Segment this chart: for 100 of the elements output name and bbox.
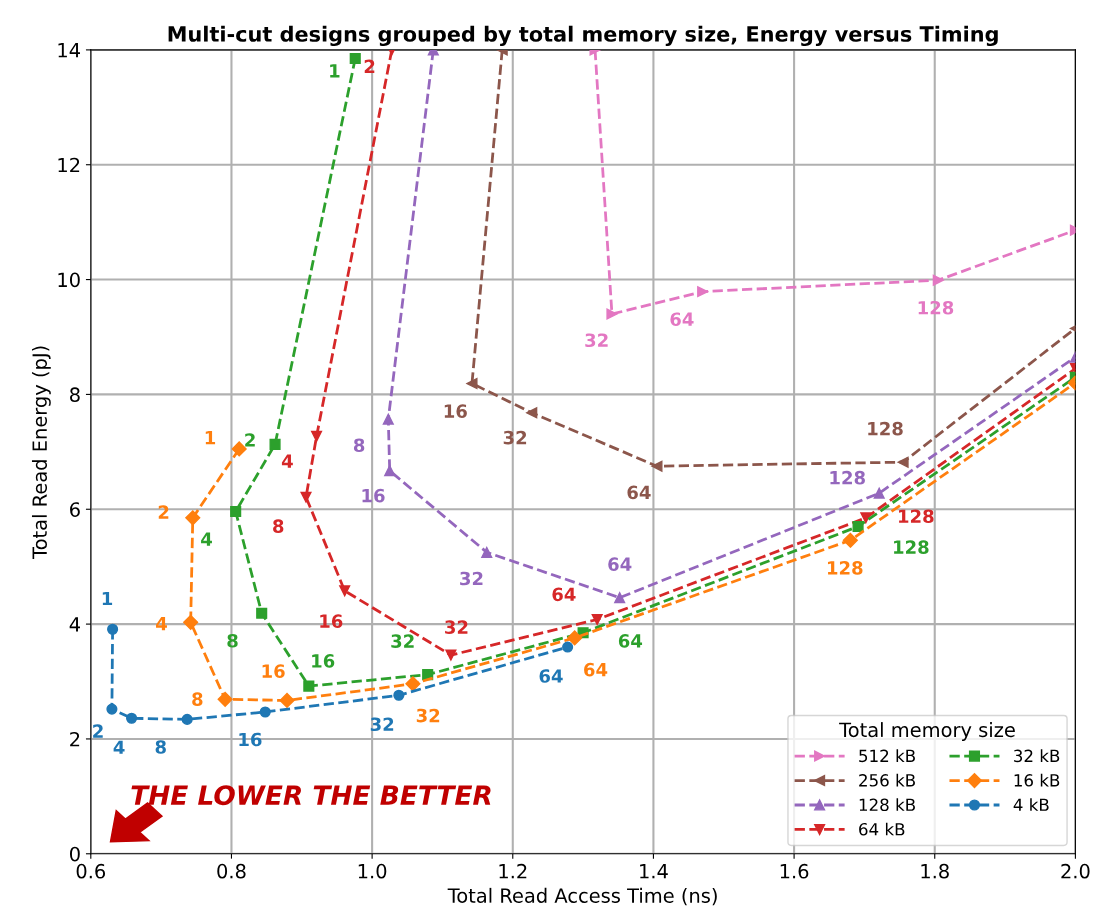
annotation: 16: [262, 664, 285, 678]
annotation: 4: [201, 532, 212, 546]
point: [873, 487, 885, 499]
point: [269, 438, 281, 450]
annotation: 64: [627, 485, 651, 500]
point: [339, 585, 351, 597]
annotation: 16: [239, 732, 262, 747]
point: [231, 441, 247, 457]
legend-label: 4 kB: [1013, 798, 1049, 811]
point: [651, 460, 663, 472]
point: [591, 613, 603, 626]
point: [256, 607, 268, 619]
point: [393, 689, 405, 701]
point: [481, 546, 493, 558]
x-axis-title: Total Read Access Time (ns): [447, 887, 717, 906]
annotation: 2: [364, 59, 375, 73]
point: [897, 456, 909, 468]
point: [185, 510, 201, 526]
x-tick-label: 1.6: [780, 863, 809, 879]
annotation: 32: [445, 620, 468, 634]
point: [384, 465, 396, 477]
annotation: 128: [830, 470, 865, 485]
annotation: 128: [868, 421, 903, 436]
point: [300, 491, 312, 503]
y-axis-title: Total Read Energy (pJ): [31, 346, 51, 559]
annotation: 1: [205, 431, 216, 445]
point: [181, 713, 193, 725]
point: [466, 377, 478, 390]
annotation: 64: [670, 312, 694, 327]
annotation: 64: [618, 634, 643, 648]
annotation: 4: [156, 616, 167, 631]
y-tick-label: 8: [70, 387, 80, 403]
annotation: 32: [416, 708, 440, 723]
point: [382, 413, 394, 425]
annotation: 32: [503, 430, 527, 445]
annotation: 4: [281, 454, 293, 468]
x-tick-label: 1.0: [358, 863, 387, 879]
annotation: 32: [370, 717, 394, 732]
annotation: 32: [460, 571, 483, 586]
legend-label: 128 kB: [859, 798, 915, 812]
annotation: 32: [391, 634, 414, 648]
x-tick-label: 1.8: [921, 863, 949, 879]
annotation: THE LOWER THE BETTER: [131, 785, 491, 806]
legend-label: 16 kB: [1014, 773, 1060, 787]
annotation: 128: [899, 509, 934, 524]
annotation: 32: [585, 333, 608, 348]
x-tick-label: 1.2: [499, 863, 527, 879]
x-tick-label: 0.6: [76, 863, 106, 879]
point: [303, 680, 315, 692]
y-tick-label: 14: [58, 43, 80, 58]
y-tick-label: 12: [58, 157, 80, 173]
point: [606, 308, 618, 320]
point: [567, 630, 583, 646]
y-tick-label: 4: [69, 617, 80, 632]
x-tick-label: 2.0: [1061, 863, 1090, 879]
y-tick-label: 0: [69, 846, 80, 862]
legend-label: 512 kB: [859, 749, 915, 763]
annotation: 4: [113, 740, 125, 754]
point: [526, 407, 538, 419]
point: [217, 691, 233, 707]
point: [860, 512, 872, 524]
annotation: 64: [584, 662, 608, 677]
annotation: 16: [362, 488, 385, 503]
y-tick-label: 10: [58, 272, 80, 288]
annotation: 2: [245, 433, 255, 447]
point: [279, 692, 295, 709]
annotation: 2: [93, 724, 103, 738]
point: [852, 520, 864, 533]
point: [349, 52, 361, 65]
point: [614, 592, 626, 604]
point: [697, 286, 709, 298]
annotation: 64: [552, 587, 576, 602]
annotation: 128: [894, 540, 929, 554]
point: [106, 703, 118, 715]
point: [107, 623, 119, 635]
legend-label: 32 kB: [1014, 749, 1060, 763]
annotation: 1: [330, 64, 340, 78]
x-tick-label: 1.4: [640, 864, 668, 879]
annotation: 8: [273, 519, 284, 533]
point: [562, 641, 574, 653]
point: [842, 532, 858, 548]
annotation: 2: [158, 505, 169, 519]
annotation: 8: [192, 692, 203, 706]
point: [230, 505, 242, 518]
y-tick-label: 6: [70, 502, 80, 517]
annotation: 16: [320, 614, 343, 628]
x-tick-label: 0.8: [217, 863, 246, 879]
chart-title: Multi-cut designs grouped by total memory size, Energy versus Timing: [168, 25, 998, 47]
annotation: 128: [827, 561, 863, 575]
annotation: 64: [539, 669, 563, 683]
y-tick-label: 2: [70, 731, 80, 747]
legend-label: 256 kB: [859, 773, 915, 787]
legend-label: 64 kB: [859, 822, 905, 836]
annotation: 16: [444, 404, 467, 418]
annotation: 16: [312, 654, 335, 668]
point: [183, 614, 199, 630]
annotation: 8: [353, 438, 365, 453]
point: [126, 712, 138, 724]
annotation: 1: [102, 591, 113, 606]
legend-title: Total memory size: [839, 722, 1015, 741]
